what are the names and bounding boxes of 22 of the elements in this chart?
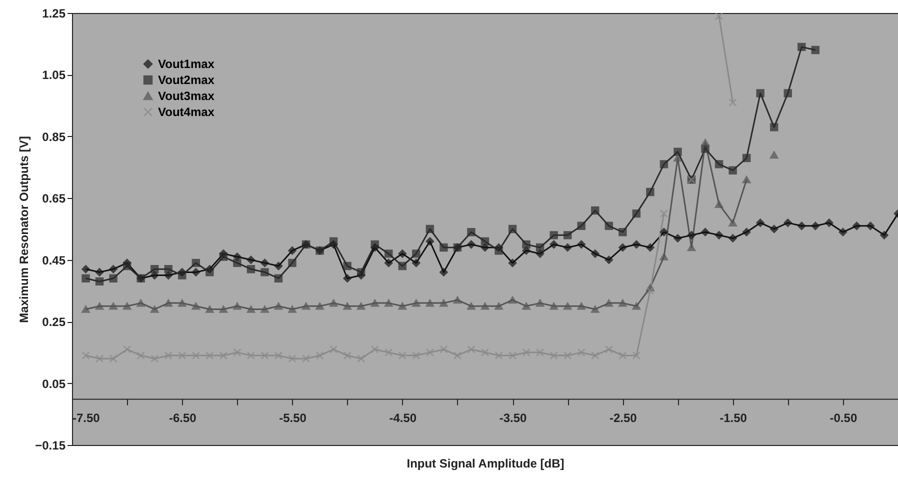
x-tick-label: -3.50 (499, 411, 528, 426)
y-tick-label: 0.65 (42, 192, 66, 206)
y-tick-label: 0.05 (42, 376, 66, 391)
x-axis-title: Input Signal Amplitude [dB] (406, 456, 564, 470)
y-tick-label: 1.05 (42, 68, 66, 82)
x-tick-label: -1.50 (720, 411, 748, 426)
legend-label: Vout1max (158, 57, 215, 71)
x-tick-label: -5.50 (279, 411, 307, 426)
x-tick-label: -6.50 (168, 411, 197, 426)
legend-label: Vout4max (158, 105, 215, 119)
y-tick-label: 0.45 (42, 253, 66, 268)
x-tick-label: -2.50 (609, 411, 638, 426)
x-tick-label: -7.50 (72, 411, 100, 426)
y-tick-label: −0.15 (35, 438, 66, 452)
y-tick-label: 0.85 (42, 130, 66, 144)
x-tick-label: -4.50 (389, 411, 417, 426)
y-tick-label: 1.25 (42, 6, 66, 20)
x-tick-label: -0.50 (830, 411, 858, 426)
y-tick-label: 0.25 (42, 315, 66, 330)
legend-label: Vout2max (158, 73, 215, 87)
y-axis-title: Maximum Resonator Outputs [V] (17, 136, 32, 323)
legend-label: Vout3max (158, 89, 215, 103)
